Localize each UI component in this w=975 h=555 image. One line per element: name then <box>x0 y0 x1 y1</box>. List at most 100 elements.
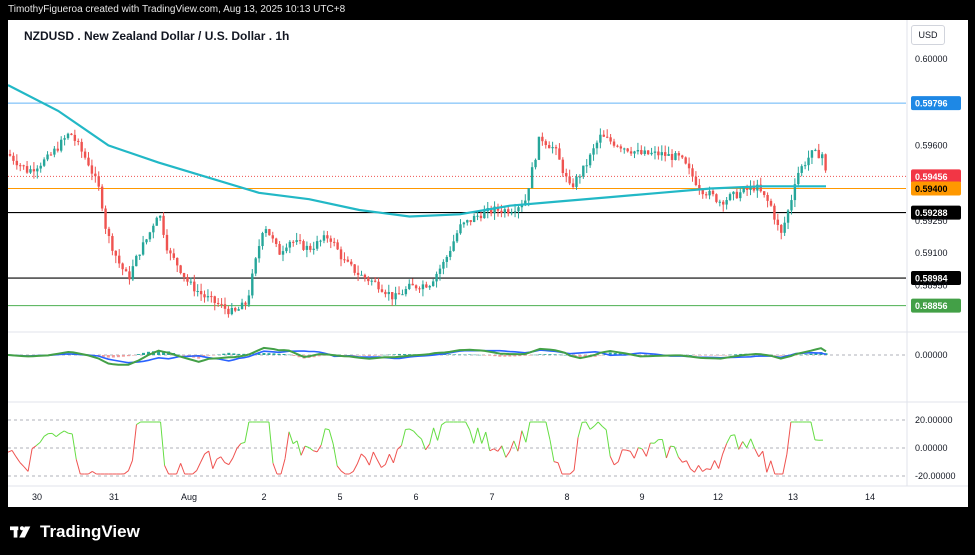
macd-histogram-bar <box>784 355 788 356</box>
candle-body <box>49 154 53 156</box>
oscillator-line-segment <box>513 440 519 452</box>
oscillator-line-segment <box>762 451 768 473</box>
price-level-label-bg <box>911 271 961 286</box>
macd-histogram-bar <box>503 355 507 357</box>
oscillator-line-segment <box>493 448 499 452</box>
price-level-label: 0.59288 <box>915 208 948 218</box>
candle-body <box>295 240 298 243</box>
candle-body <box>145 239 148 243</box>
oscillator-line-segment <box>754 448 760 457</box>
candle-body <box>599 134 602 143</box>
candle-body <box>609 137 612 142</box>
candle-body <box>339 249 343 260</box>
candle-body <box>421 284 425 290</box>
oscillator-line-segment <box>433 427 439 441</box>
oscillator-line-segment <box>236 443 242 449</box>
candle-body <box>141 242 145 255</box>
candle-body <box>77 140 80 142</box>
candle-body <box>162 215 165 235</box>
candle-body <box>510 212 513 214</box>
candle-body <box>633 151 636 154</box>
oscillator-line-segment <box>626 449 631 452</box>
oscillator-line-segment <box>368 451 374 466</box>
macd-histogram-bar <box>177 354 181 356</box>
oscillator-line-segment <box>220 456 226 463</box>
candle-body <box>732 191 735 195</box>
oscillator-line-segment <box>8 449 13 453</box>
macd-histogram-bar <box>689 354 693 356</box>
candle-body <box>517 207 520 212</box>
candle-body <box>63 138 66 140</box>
candle-body <box>281 251 285 255</box>
chart-title: NZDUSD . New Zealand Dollar / U.S. Dolla… <box>24 29 290 43</box>
oscillator-line-segment <box>131 424 137 461</box>
candle-body <box>302 241 305 250</box>
price-level-label: 0.59400 <box>915 184 948 194</box>
oscillator-line-segment <box>196 461 202 471</box>
candle-body <box>588 154 592 166</box>
tradingview-logo[interactable]: TradingView <box>10 522 140 542</box>
oscillator-line-segment <box>481 431 487 444</box>
chart-svg[interactable]: 0.59796 0.59456 0.59400 0.59288 0.58984 0.588… <box>8 20 968 507</box>
candle-body <box>199 290 203 295</box>
candle-body <box>53 148 56 155</box>
oscillator-line-segment <box>786 421 792 455</box>
oscillator-line-segment <box>770 460 776 475</box>
candle-body <box>769 200 773 206</box>
y-tick-label: 0.59250 <box>915 216 948 226</box>
oscillator-line-segment <box>228 457 234 465</box>
oscillator-line-segment <box>473 427 479 444</box>
oscillator-line-segment <box>521 430 527 443</box>
macd-histogram-bar <box>613 353 617 355</box>
macd-histogram-bar <box>217 354 221 356</box>
chart-area[interactable]: 0.59796 0.59456 0.59400 0.59288 0.58984 0.588… <box>8 20 968 507</box>
oscillator-line-segment <box>316 444 322 453</box>
candle-body <box>790 200 793 211</box>
oscillator-line-segment <box>39 436 45 443</box>
candle-body <box>155 217 158 226</box>
macd-histogram-bar <box>528 355 532 356</box>
macd-histogram-bar <box>352 355 356 356</box>
macd-histogram-bar <box>533 354 537 356</box>
macd-histogram-bar <box>694 355 698 356</box>
candle-body <box>728 194 732 201</box>
macd-histogram-bar <box>598 355 602 356</box>
candle-body <box>435 273 438 282</box>
candle-body <box>814 149 817 151</box>
candle-body <box>220 303 223 305</box>
oscillator-line-segment <box>629 451 635 459</box>
candle-body <box>418 288 421 290</box>
oscillator-line-segment <box>489 448 495 452</box>
candle-body <box>670 153 674 160</box>
candle-body <box>626 148 629 152</box>
oscillator-line-segment <box>63 430 69 434</box>
candle-body <box>469 220 472 222</box>
candle-body <box>810 150 814 158</box>
oscillator-line-segment <box>477 427 483 444</box>
candle-body <box>234 308 237 311</box>
oscillator-line-segment <box>127 460 133 471</box>
oscillator-line-segment <box>549 439 555 462</box>
candle-body <box>745 187 749 190</box>
candle-body <box>8 154 12 156</box>
oscillator-line-segment <box>232 448 238 459</box>
oscillator-line-segment <box>68 432 73 435</box>
oscillator-line-segment <box>605 429 611 457</box>
oscillator-line-segment <box>746 438 752 448</box>
candle-body <box>152 225 155 233</box>
oscillator-line-segment <box>682 460 687 463</box>
oscillator-line-segment <box>31 445 37 450</box>
macd-signal-line <box>8 349 827 364</box>
macd-histogram-bar <box>448 354 452 355</box>
candle-body <box>128 271 131 280</box>
candle-body <box>817 149 820 159</box>
candle-body <box>350 261 353 265</box>
oscillator-line-segment <box>325 428 330 431</box>
candle-body <box>479 215 483 219</box>
candle-body <box>94 173 97 177</box>
candle-body <box>148 232 152 240</box>
currency-button[interactable]: USD <box>911 25 945 45</box>
macd-histogram-bar <box>287 354 291 356</box>
oscillator-line-segment <box>429 427 435 445</box>
